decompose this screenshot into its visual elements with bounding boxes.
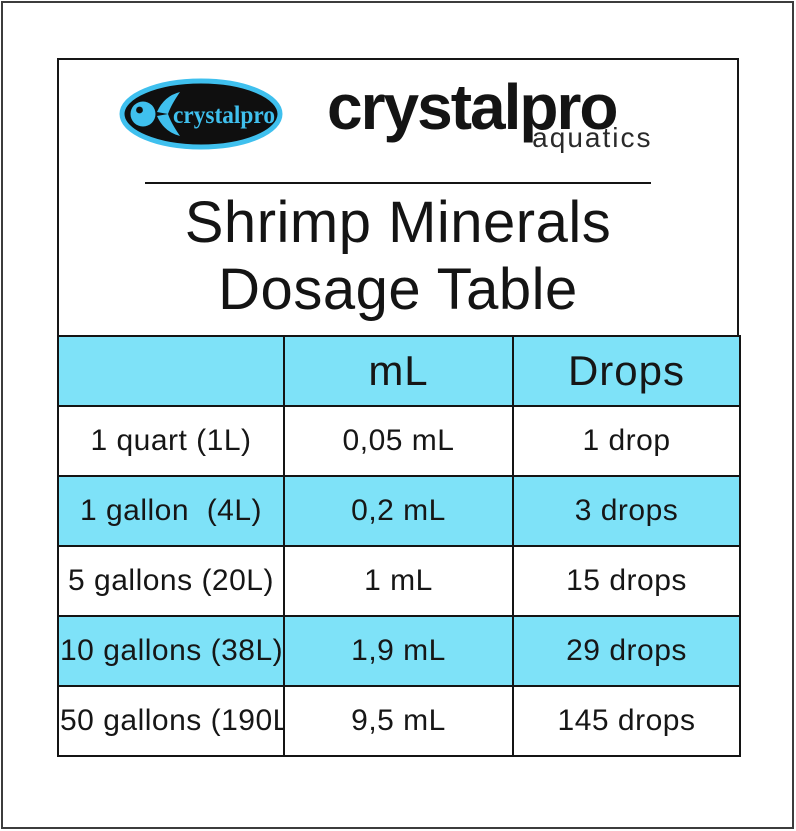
brand-subname: aquatics <box>532 122 653 154</box>
page-title-line1: Shrimp Minerals <box>184 190 612 255</box>
ml-cell: 0,05 mL <box>283 405 514 477</box>
brand-row: crystalpro crystalpro aquatics <box>59 73 737 168</box>
drops-cell: 145 drops <box>512 685 741 757</box>
drops-cell: 29 drops <box>512 615 741 687</box>
volume-cell: 1 quart (1L) <box>57 405 285 477</box>
table-row: 5 gallons (20L) 1 mL 15 drops <box>57 545 741 617</box>
dosage-table: mL Drops 1 quart (1L) 0,05 mL 1 drop 1 g… <box>57 335 741 757</box>
drops-cell: 1 drop <box>512 405 741 477</box>
column-header-volume <box>57 335 285 407</box>
brand-wordmark: crystalpro aquatics <box>327 71 650 153</box>
label-header: crystalpro crystalpro aquatics Shrimp Mi… <box>57 58 739 335</box>
volume-cell: 1 gallon (4L) <box>57 475 285 547</box>
table-row: 1 gallon (4L) 0,2 mL 3 drops <box>57 475 741 547</box>
logo-oval-text: crystalpro <box>173 102 275 129</box>
label-card: crystalpro crystalpro aquatics Shrimp Mi… <box>57 58 741 757</box>
ml-cell: 9,5 mL <box>283 685 514 757</box>
page-title: Shrimp Minerals Dosage Table <box>59 190 737 323</box>
table-header-row: mL Drops <box>57 335 741 407</box>
ml-cell: 1,9 mL <box>283 615 514 687</box>
table-row: 10 gallons (38L) 1,9 mL 29 drops <box>57 615 741 687</box>
column-header-ml: mL <box>283 335 514 407</box>
header-divider-line <box>145 182 651 184</box>
table-row: 50 gallons (190L) 9,5 mL 145 drops <box>57 685 741 757</box>
page-title-line2: Dosage Table <box>218 256 578 322</box>
ml-cell: 0,2 mL <box>283 475 514 547</box>
drops-cell: 3 drops <box>512 475 741 547</box>
volume-cell: 50 gallons (190L) <box>57 685 285 757</box>
volume-cell: 10 gallons (38L) <box>57 615 285 687</box>
column-header-drops: Drops <box>512 335 741 407</box>
brand-name: crystalpro <box>327 71 618 143</box>
table-row: 1 quart (1L) 0,05 mL 1 drop <box>57 405 741 477</box>
volume-cell: 5 gallons (20L) <box>57 545 285 617</box>
crystalpro-fish-logo-icon: crystalpro <box>119 78 283 150</box>
drops-cell: 15 drops <box>512 545 741 617</box>
ml-cell: 1 mL <box>283 545 514 617</box>
